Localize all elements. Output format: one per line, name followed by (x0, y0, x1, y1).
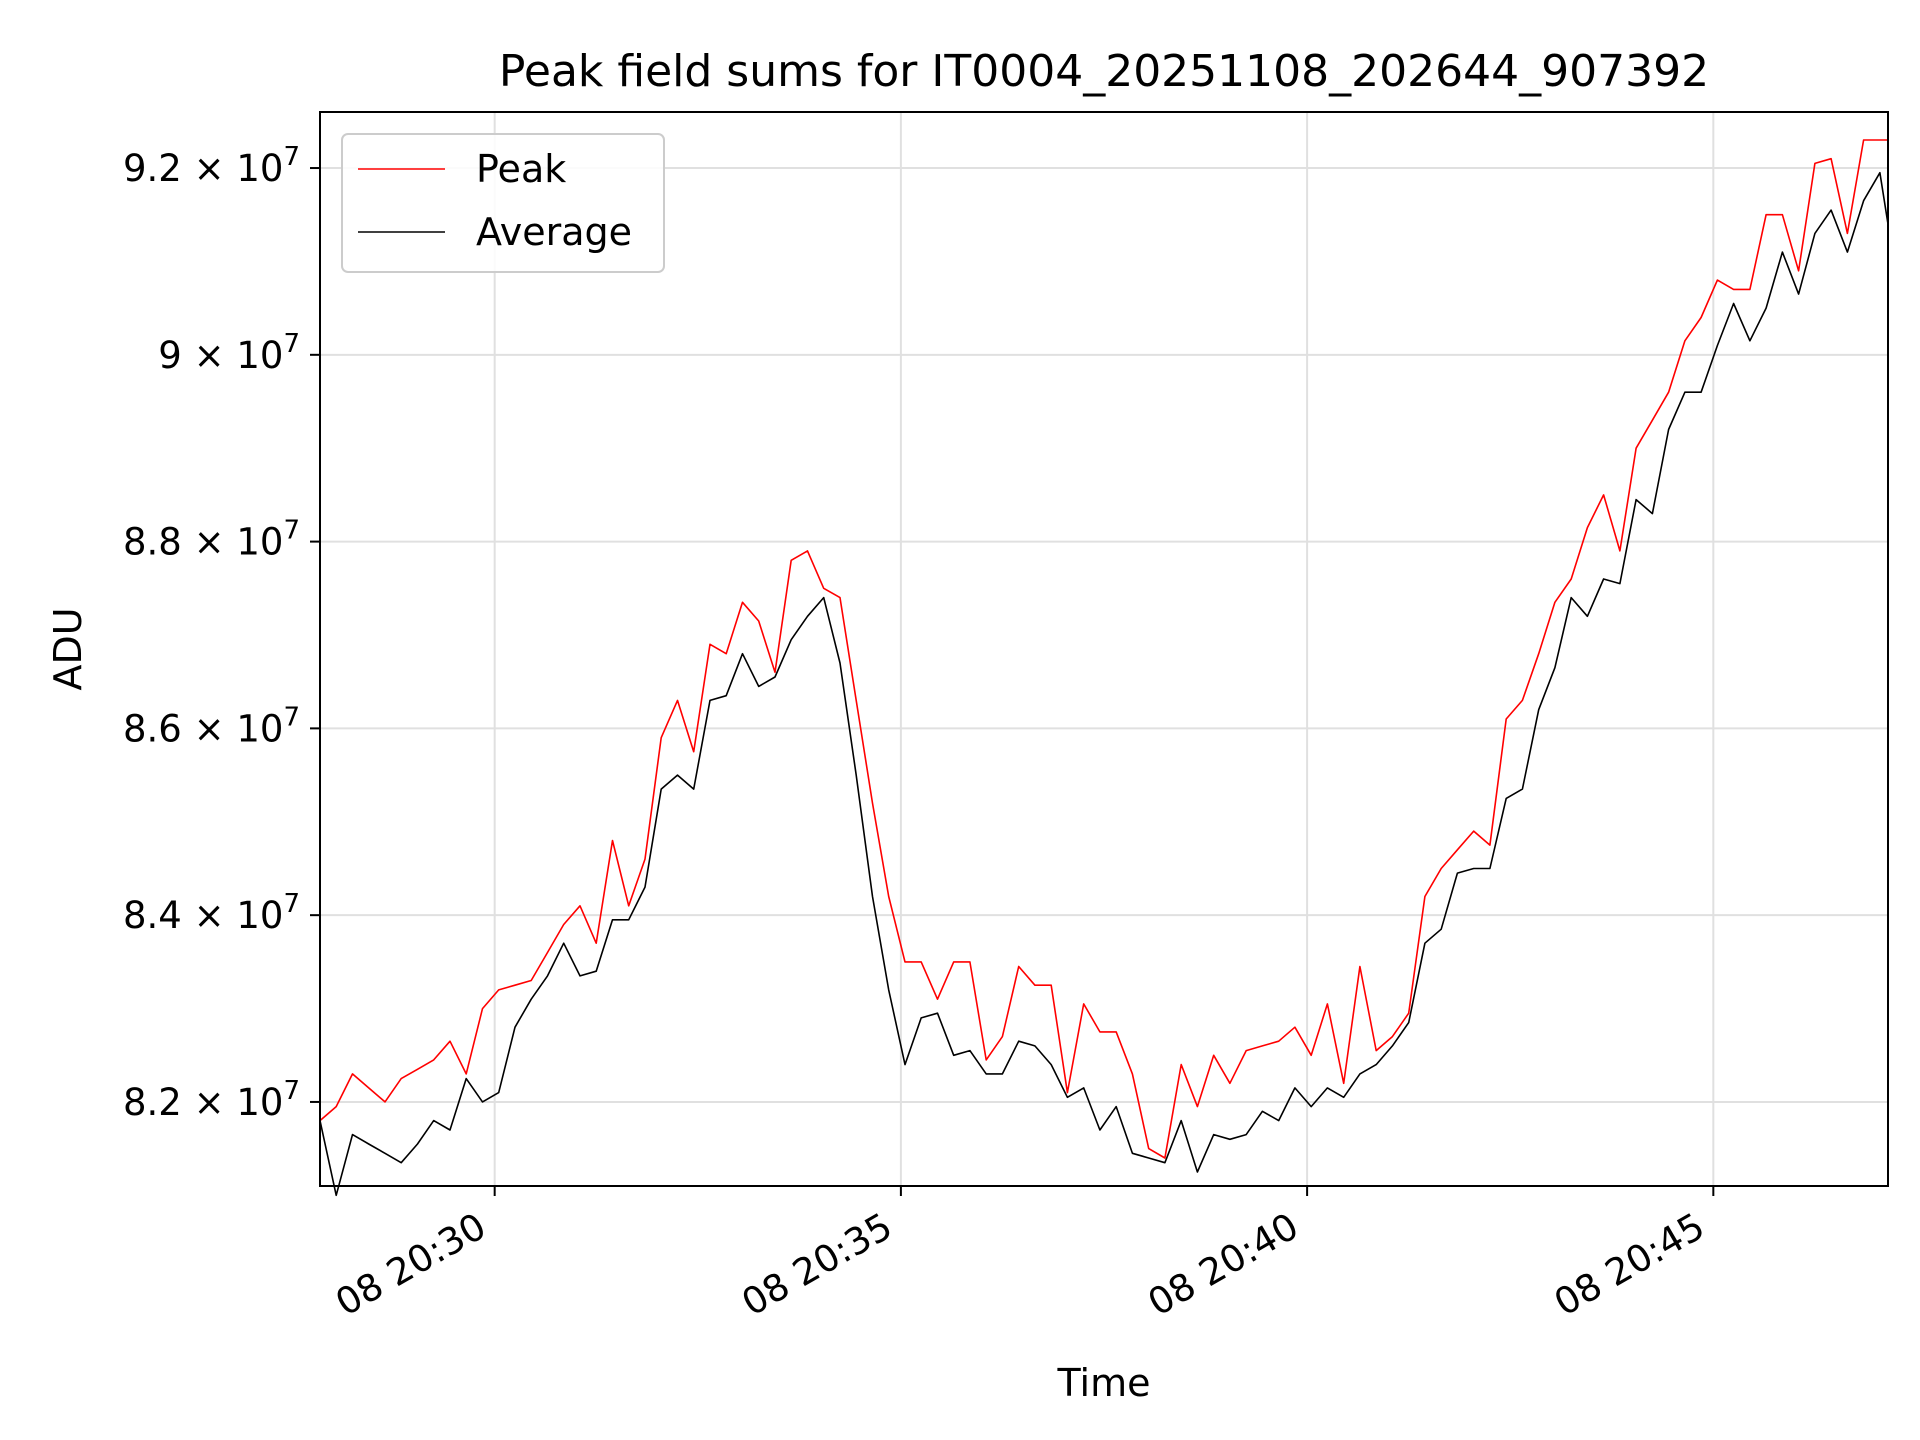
y-tick-label: 9 × 107 (158, 329, 300, 377)
legend-label-average: Average (476, 210, 632, 254)
legend: Peak Average (341, 133, 665, 273)
x-tick-label: 08 20:45 (1547, 1205, 1712, 1325)
x-axis-label: Time (1057, 1361, 1151, 1405)
y-axis: 8.2 × 107 8.4 × 107 8.6 × 107 8.8 × 107 9 × … (123, 142, 320, 1124)
chart-title: Peak field sums for IT0004_20251108_2026… (499, 46, 1709, 97)
series-line-average (319, 171, 1889, 1197)
series-layer (319, 139, 1889, 1197)
y-tick-label: 8.2 × 107 (123, 1076, 300, 1124)
legend-label-peak: Peak (476, 147, 566, 191)
y-tick-label: 8.8 × 107 (123, 516, 300, 564)
grid (320, 112, 1888, 1186)
x-tick-label: 08 20:35 (735, 1205, 900, 1325)
x-axis: 08 20:30 08 20:35 08 20:40 08 20:45 (328, 1186, 1715, 1325)
series-line-peak (319, 139, 1888, 1159)
y-tick-label: 8.6 × 107 (123, 702, 300, 750)
y-tick-label: 8.4 × 107 (123, 889, 300, 937)
y-axis-label: ADU (46, 607, 90, 690)
x-tick-label: 08 20:30 (328, 1205, 493, 1325)
plot-frame (319, 111, 1889, 1187)
y-tick-label: 9.2 × 107 (123, 142, 300, 190)
x-tick-label: 08 20:40 (1141, 1205, 1306, 1325)
